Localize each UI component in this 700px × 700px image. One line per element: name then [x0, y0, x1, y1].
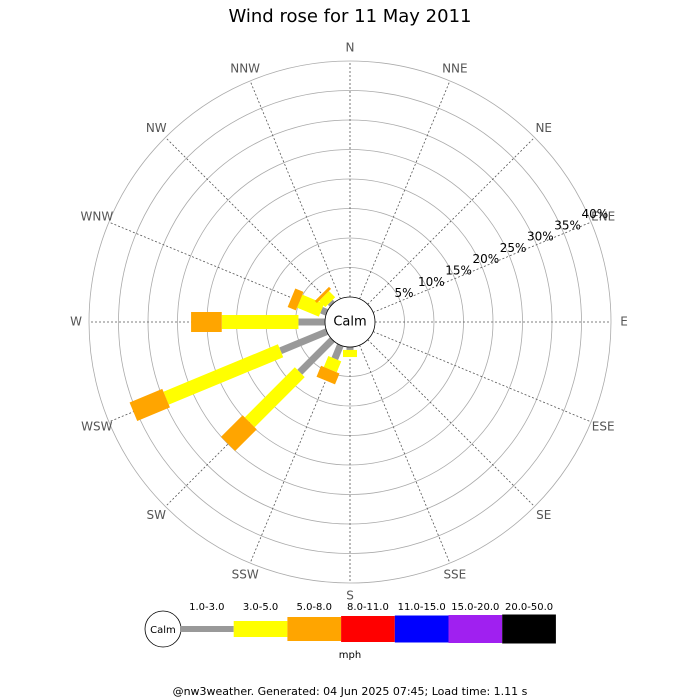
legend-label: 20.0-50.0 [505, 602, 553, 613]
direction-label: SSE [443, 568, 466, 582]
bar [323, 356, 342, 373]
ring-label: 5% [395, 286, 414, 300]
spoke [249, 344, 341, 564]
legend-label: 8.0-11.0 [347, 602, 389, 613]
legend-swatch [233, 621, 288, 637]
bar [279, 328, 329, 354]
spoke [359, 80, 451, 300]
ring-label: 20% [472, 252, 499, 266]
direction-bars [220, 337, 335, 452]
legend-swatch [180, 626, 234, 632]
calm-label: Calm [333, 315, 366, 330]
ring-label: 25% [500, 241, 527, 255]
ring-label: 40% [581, 207, 608, 221]
bar [221, 315, 299, 329]
ring [118, 90, 582, 554]
legend-label: 3.0-5.0 [243, 602, 278, 613]
bar [331, 343, 344, 361]
direction-label: ENE [591, 210, 615, 224]
direction-label: N [346, 41, 355, 55]
direction-label: NE [535, 121, 552, 135]
ring-label: 15% [445, 264, 472, 278]
legend-swatch [502, 614, 556, 644]
bar [346, 347, 354, 350]
direction-label: WSW [81, 419, 112, 433]
bar [296, 294, 325, 317]
chart-title: Wind rose for 11 May 2011 [229, 6, 472, 27]
spoke [359, 344, 451, 564]
bar [343, 349, 357, 358]
direction-label: NW [146, 121, 167, 135]
legend-label: 11.0-15.0 [398, 602, 446, 613]
direction-bars [314, 286, 336, 308]
bar [298, 318, 326, 326]
legend-swatch [287, 617, 342, 641]
spoke [249, 80, 341, 300]
bar [297, 337, 335, 375]
direction-label: SSW [232, 568, 259, 582]
bar [319, 291, 336, 308]
bar [220, 415, 257, 452]
footer: @nw3weather. Generated: 04 Jun 2025 07:4… [173, 685, 528, 698]
direction-label: ESE [592, 419, 615, 433]
bar [163, 344, 284, 405]
ring [88, 60, 612, 584]
legend-label: 15.0-20.0 [451, 602, 499, 613]
spoke [367, 137, 535, 305]
legend-swatch [341, 616, 395, 642]
direction-label: NNE [442, 61, 468, 75]
ring-label: 30% [527, 230, 554, 244]
direction-label: WNW [80, 210, 113, 224]
direction-bars [316, 343, 344, 385]
direction-label: SE [536, 508, 551, 522]
direction-label: NNW [230, 61, 260, 75]
legend-swatch [394, 615, 449, 643]
bar [327, 299, 335, 307]
bar [314, 286, 332, 304]
spoke [367, 339, 535, 507]
bar [316, 365, 340, 385]
legend-calm-label: Calm [150, 625, 176, 636]
calm-circle [324, 296, 376, 348]
bar [129, 388, 170, 421]
bar [244, 367, 305, 428]
spoke [165, 137, 333, 305]
ring [177, 149, 523, 495]
bar [191, 312, 222, 332]
direction-bars [191, 312, 326, 332]
ring-label: 10% [418, 275, 445, 289]
spoke [372, 221, 592, 313]
direction-label: W [70, 315, 82, 329]
spoke [108, 221, 328, 313]
direction-bars [343, 347, 357, 358]
legend-swatch [448, 615, 503, 643]
direction-label: SW [147, 508, 167, 522]
direction-label: S [346, 589, 354, 603]
ring-label: 35% [554, 218, 581, 232]
legend-label: 1.0-3.0 [189, 602, 224, 613]
unit-label: mph [339, 650, 361, 661]
bar [287, 288, 304, 311]
direction-bars [129, 328, 329, 421]
legend-label: 5.0-8.0 [297, 602, 332, 613]
direction-label: E [620, 315, 628, 329]
spoke [372, 331, 592, 423]
